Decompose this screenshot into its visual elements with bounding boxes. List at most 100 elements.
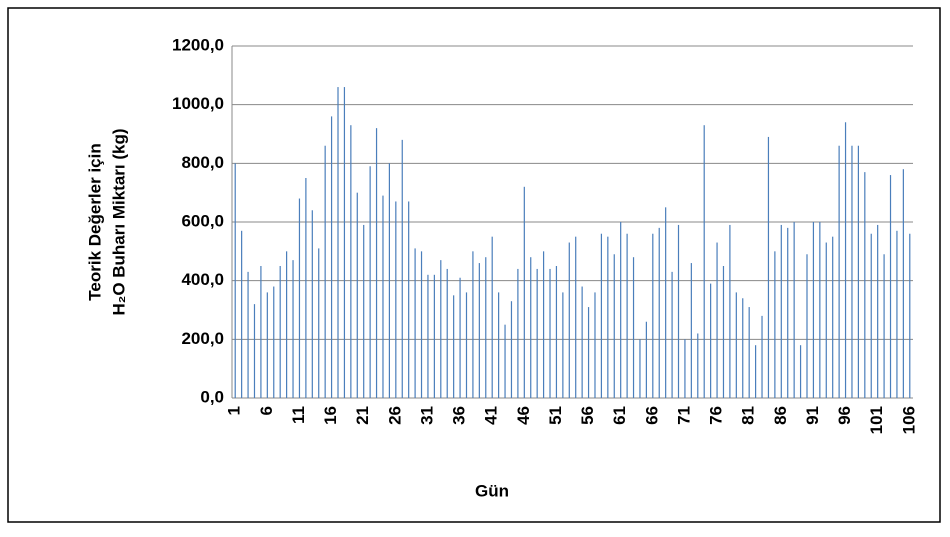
y-tick-label: 400,0 bbox=[181, 270, 224, 289]
bar bbox=[787, 227, 789, 398]
bar bbox=[330, 116, 333, 399]
bar bbox=[549, 268, 551, 398]
bar bbox=[356, 192, 358, 398]
x-tick-label: 96 bbox=[835, 406, 854, 425]
bar bbox=[498, 292, 500, 398]
bar bbox=[870, 233, 872, 398]
bar bbox=[671, 271, 673, 398]
bar bbox=[889, 175, 892, 398]
bar bbox=[382, 195, 384, 398]
y-tick-label: 0,0 bbox=[200, 387, 224, 406]
bar bbox=[600, 233, 603, 398]
x-tick-label: 76 bbox=[707, 406, 726, 425]
bar bbox=[388, 163, 391, 398]
x-tick-label: 66 bbox=[642, 406, 661, 425]
bar bbox=[491, 236, 493, 398]
x-tick-label: 101 bbox=[867, 406, 886, 434]
bar bbox=[684, 339, 686, 398]
bar bbox=[517, 268, 519, 398]
x-tick-label: 51 bbox=[546, 406, 565, 425]
bar bbox=[369, 166, 371, 398]
x-tick-label: 86 bbox=[771, 406, 790, 425]
x-tick-label: 16 bbox=[321, 406, 340, 425]
bar bbox=[587, 307, 590, 398]
bar bbox=[530, 257, 532, 398]
bar bbox=[485, 257, 487, 398]
bar bbox=[677, 224, 680, 398]
bar bbox=[703, 125, 705, 398]
bar bbox=[594, 292, 596, 398]
x-tick-label: 46 bbox=[514, 406, 533, 425]
bar bbox=[286, 251, 288, 398]
bar bbox=[690, 263, 692, 398]
bar bbox=[626, 233, 628, 398]
bar bbox=[729, 224, 731, 398]
x-tick-label: 26 bbox=[385, 406, 404, 425]
x-tick-label: 36 bbox=[450, 406, 469, 425]
bar bbox=[427, 274, 429, 398]
bar bbox=[877, 224, 879, 398]
bar bbox=[754, 345, 757, 398]
bar bbox=[279, 266, 281, 398]
bar bbox=[857, 145, 859, 398]
bar bbox=[710, 283, 712, 398]
bar bbox=[722, 266, 725, 398]
bar bbox=[632, 257, 635, 398]
bar bbox=[575, 236, 577, 398]
x-tick-label: 91 bbox=[803, 406, 822, 425]
bar bbox=[562, 292, 564, 398]
bar bbox=[639, 339, 641, 398]
y-axis-title: H₂O Buharı Miktarı (kg) bbox=[109, 128, 128, 315]
bar bbox=[433, 274, 435, 398]
bar bbox=[420, 251, 423, 398]
bar bbox=[748, 307, 750, 398]
bar bbox=[825, 242, 827, 398]
bar bbox=[395, 201, 397, 398]
x-tick-label: 106 bbox=[899, 406, 918, 434]
bar bbox=[343, 87, 346, 399]
bar bbox=[568, 242, 570, 398]
y-tick-label: 800,0 bbox=[181, 153, 224, 172]
bar bbox=[459, 277, 461, 398]
bar bbox=[645, 321, 647, 398]
x-tick-label: 21 bbox=[353, 406, 372, 425]
bar bbox=[318, 248, 320, 398]
bar bbox=[761, 315, 763, 398]
bar bbox=[806, 254, 808, 398]
y-tick-label: 1200,0 bbox=[172, 35, 224, 54]
bar bbox=[241, 230, 243, 398]
bar bbox=[844, 122, 847, 399]
bar bbox=[613, 254, 615, 398]
bar bbox=[465, 292, 468, 398]
bar bbox=[909, 233, 911, 398]
bar bbox=[902, 169, 904, 398]
bar bbox=[273, 286, 275, 398]
bar bbox=[735, 292, 737, 398]
bar bbox=[716, 242, 718, 398]
bar bbox=[234, 163, 236, 398]
bar bbox=[337, 87, 339, 399]
bar bbox=[665, 207, 667, 398]
x-tick-label: 61 bbox=[610, 406, 629, 425]
y-tick-label: 200,0 bbox=[181, 329, 224, 348]
bar bbox=[838, 145, 840, 398]
bar bbox=[350, 125, 352, 398]
bar bbox=[793, 222, 795, 398]
bar bbox=[305, 178, 307, 398]
x-tick-label: 56 bbox=[578, 406, 597, 425]
x-axis-title: Gün bbox=[475, 481, 509, 500]
bar bbox=[324, 145, 326, 398]
bar bbox=[311, 210, 313, 398]
bar bbox=[478, 263, 480, 398]
bar bbox=[472, 251, 474, 398]
bar bbox=[652, 233, 654, 398]
bar bbox=[799, 345, 802, 398]
bar bbox=[375, 128, 378, 398]
x-tick-label: 41 bbox=[482, 406, 501, 425]
y-tick-label: 1000,0 bbox=[172, 94, 224, 113]
bar bbox=[555, 266, 558, 398]
y-axis-title: Teorik Değerler için bbox=[85, 143, 104, 300]
x-tick-label: 1 bbox=[225, 406, 244, 415]
bar bbox=[298, 198, 301, 398]
